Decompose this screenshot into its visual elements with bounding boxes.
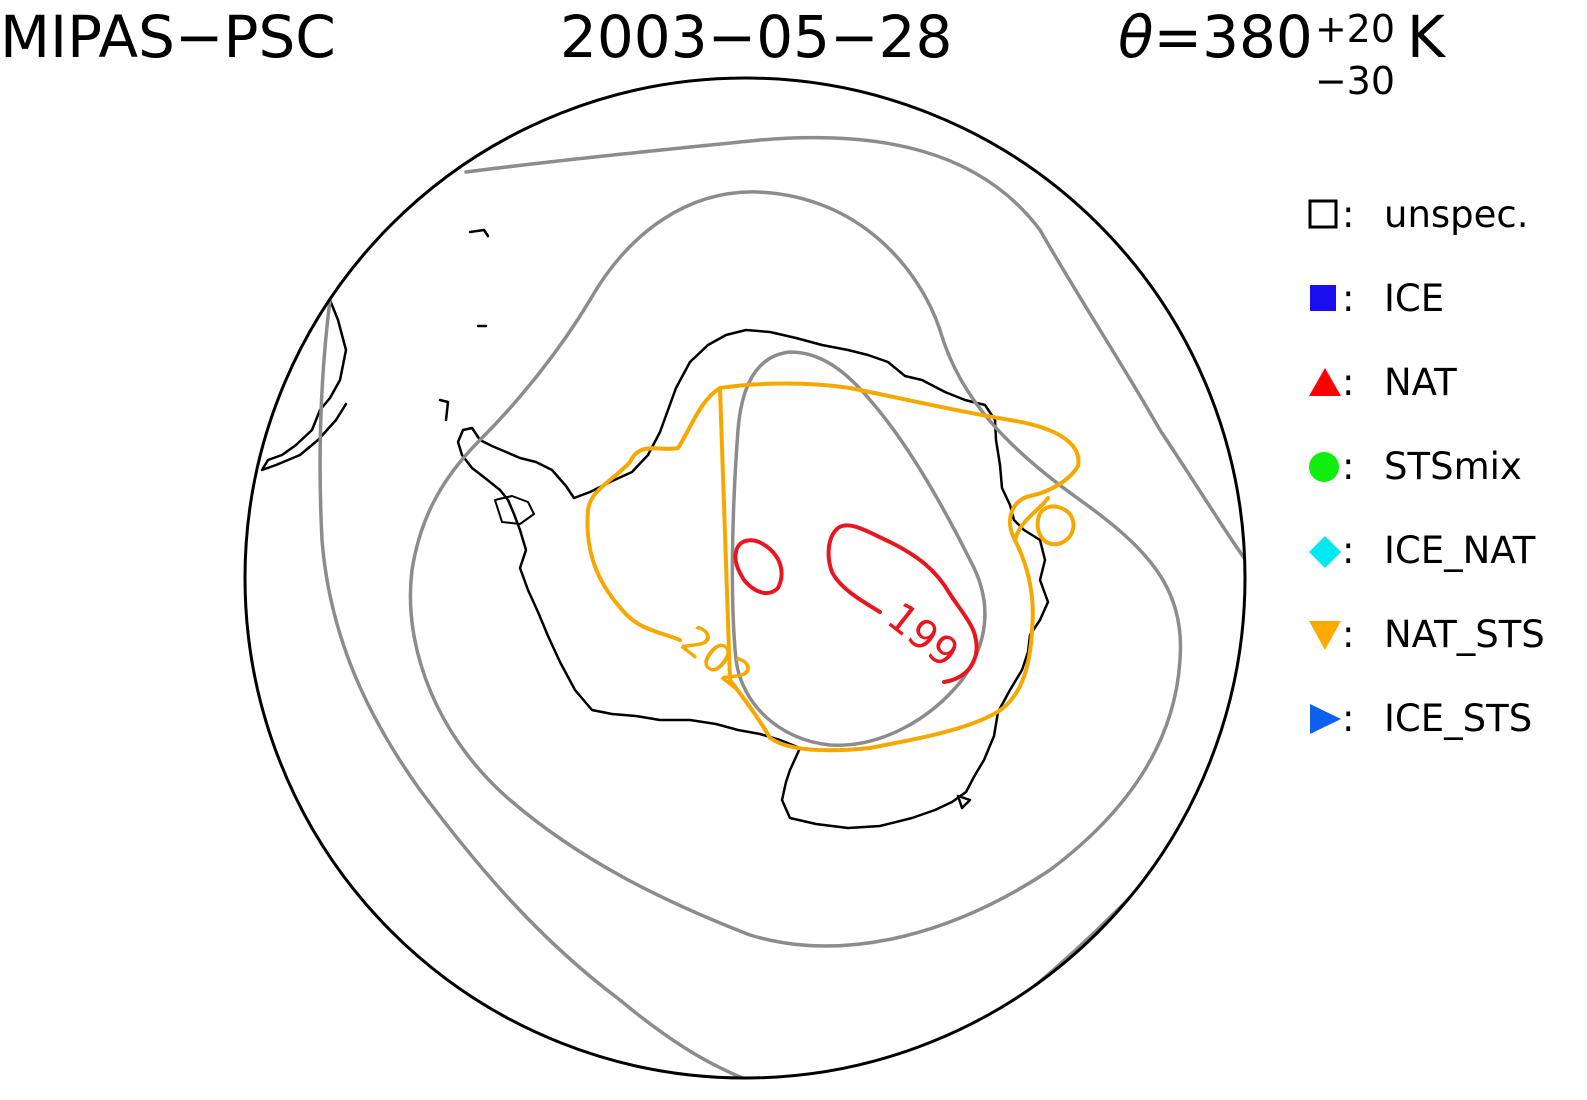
legend-label: NAT (1384, 361, 1457, 404)
legend-label: ICE_NAT (1384, 529, 1536, 572)
island (468, 228, 490, 238)
legend-colon: : (1342, 361, 1355, 404)
legend-label: unspec. (1384, 193, 1529, 236)
orange-contour-segment (1013, 496, 1050, 542)
title-instrument: MIPAS−PSC (0, 3, 336, 71)
island (956, 794, 972, 810)
contour-label-199: 199 (878, 594, 966, 677)
contour-label-202: 202 (672, 617, 760, 700)
island (438, 398, 450, 422)
antarctica-coastline (456, 328, 1050, 830)
gray-contour-outer (464, 135, 1245, 582)
coastline-detail (494, 495, 535, 525)
red-contour-199-small (733, 538, 784, 596)
triangle-right-icon (1310, 704, 1341, 734)
theta-plus: +20 (1314, 7, 1396, 51)
gray-contour-outer-right (898, 818, 1202, 1078)
legend-colon: : (1342, 697, 1355, 740)
legend-colon: : (1342, 277, 1355, 320)
triangle-up-icon (1309, 368, 1341, 396)
theta-unit: K (1406, 3, 1445, 71)
legend-colon: : (1342, 529, 1355, 572)
legend-label: NAT_STS (1384, 613, 1545, 656)
legend-colon: : (1342, 193, 1355, 236)
legend-colon: : (1342, 613, 1355, 656)
title-date: 2003−05−28 (560, 3, 953, 71)
theta-value: =380 (1153, 3, 1313, 71)
triangle-down-icon (1309, 621, 1341, 650)
red-contour-199 (826, 523, 979, 684)
theta-symbol: θ (1118, 3, 1154, 71)
legend-colon: : (1342, 445, 1355, 488)
map-boundary (243, 76, 1247, 1080)
title-theta-level: θ=380 +20 −30 K (1118, 2, 1445, 103)
square-filled-icon (1310, 285, 1336, 311)
circle-icon (1309, 452, 1339, 482)
legend-label: ICE_STS (1384, 697, 1533, 740)
legend-label: ICE (1384, 277, 1445, 320)
gray-contour-outer-left (318, 298, 762, 1078)
gray-contour-inner (730, 350, 987, 747)
gray-contour-middle (408, 190, 1183, 948)
diamond-icon (1309, 536, 1341, 568)
square-open-icon (1308, 199, 1338, 229)
theta-minus: −30 (1314, 59, 1396, 103)
legend-label: STSmix (1384, 445, 1522, 488)
south-america-coastline (260, 298, 348, 472)
orange-contour-loop (1035, 504, 1076, 547)
